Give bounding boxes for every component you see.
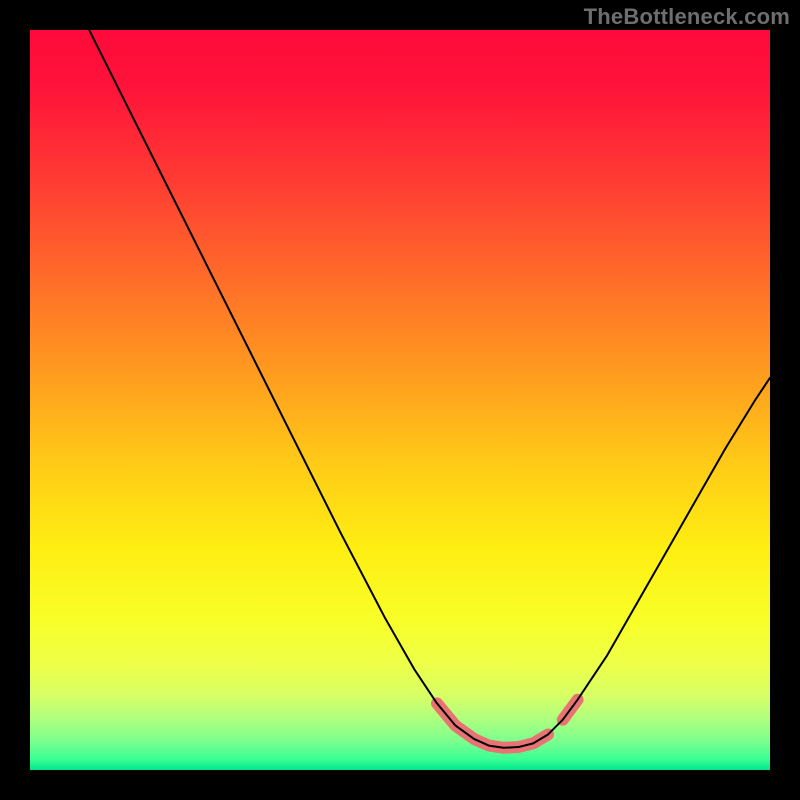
chart-stage: TheBottleneck.com [0,0,800,800]
bottleneck-chart [30,30,770,770]
chart-svg [30,30,770,770]
watermark-text: TheBottleneck.com [584,4,790,30]
gradient-background [30,30,770,770]
